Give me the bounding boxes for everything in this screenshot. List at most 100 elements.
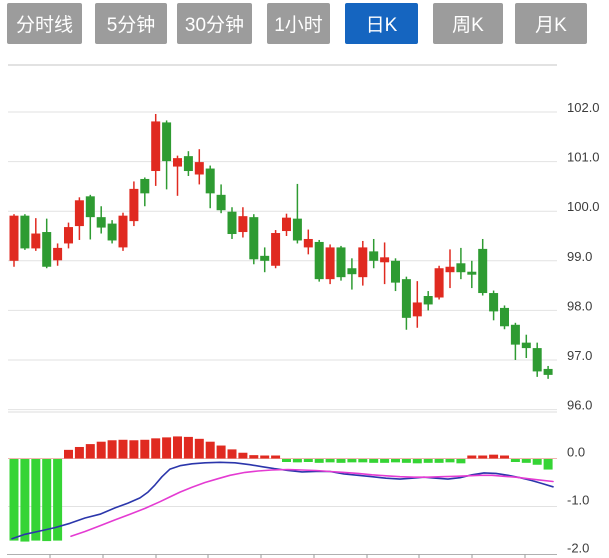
- macd-bar: [489, 454, 499, 459]
- macd-bar: [500, 455, 509, 459]
- indicator-axis-label: -2.0: [567, 541, 589, 556]
- macd-bar: [205, 441, 215, 459]
- candle: [391, 260, 400, 283]
- candle: [53, 247, 63, 261]
- candle: [467, 271, 477, 275]
- dea-line: [70, 468, 554, 538]
- macd-bar: [20, 459, 30, 542]
- macd-bar: [412, 459, 422, 464]
- candle: [151, 121, 161, 172]
- macd-bar: [282, 459, 291, 462]
- price-axis-label: 102.0: [567, 100, 600, 115]
- macd-bar: [74, 446, 84, 459]
- price-axis-label: 100.0: [567, 199, 600, 214]
- candle: [183, 156, 193, 172]
- macd-bar: [336, 459, 346, 463]
- interval-toolbar: 分时线 5分钟 30分钟 1小时 日K 周K 月K: [0, 0, 609, 48]
- candle: [347, 268, 357, 275]
- macd-bar: [543, 459, 553, 470]
- macd-bar: [358, 459, 368, 463]
- macd-bar: [107, 440, 117, 459]
- candle: [227, 211, 237, 235]
- price-axis-label: 101.0: [567, 150, 600, 165]
- candle: [401, 279, 411, 318]
- price-axis-label: 97.0: [567, 348, 592, 363]
- tab-6[interactable]: 月K: [515, 3, 587, 44]
- candle: [271, 233, 281, 266]
- candle: [173, 158, 182, 167]
- candle: [478, 248, 488, 294]
- macd-bar: [238, 452, 248, 459]
- candle: [358, 247, 368, 278]
- tab-0[interactable]: 分时线: [7, 3, 82, 44]
- candle: [9, 215, 19, 261]
- macd-bar: [85, 444, 95, 459]
- candle: [336, 247, 346, 278]
- macd-bar: [96, 441, 106, 459]
- macd-bar: [467, 455, 477, 459]
- macd-bar: [183, 436, 193, 459]
- candle: [369, 251, 379, 261]
- candle: [129, 188, 139, 222]
- candle: [31, 233, 41, 249]
- macd-bar: [292, 459, 302, 463]
- candle: [314, 241, 324, 280]
- price-axis-label: 98.0: [567, 298, 592, 313]
- tab-2[interactable]: 30分钟: [177, 3, 252, 44]
- macd-bar: [129, 440, 139, 459]
- macd-bar: [162, 437, 172, 459]
- candle: [456, 263, 466, 273]
- candle: [434, 268, 444, 298]
- macd-bar: [194, 438, 204, 459]
- candle: [162, 122, 172, 162]
- macd-bar: [31, 459, 41, 541]
- candle: [96, 217, 106, 228]
- candle: [445, 266, 455, 273]
- candle: [107, 223, 117, 241]
- macd-bar: [478, 455, 488, 459]
- macd-bar: [9, 459, 19, 541]
- candle: [412, 302, 422, 317]
- macd-bar: [271, 455, 281, 459]
- macd-bar: [532, 459, 542, 465]
- macd-bar: [369, 459, 379, 463]
- candle: [282, 217, 291, 232]
- macd-bar: [380, 459, 390, 463]
- candle: [543, 368, 553, 375]
- candle: [292, 218, 302, 241]
- candle: [118, 215, 128, 248]
- tab-1[interactable]: 5分钟: [95, 3, 167, 44]
- candle: [423, 296, 433, 305]
- macd-bar: [227, 449, 237, 459]
- tab-active-4[interactable]: 日K: [345, 3, 418, 44]
- macd-bar: [64, 449, 73, 459]
- candle: [194, 162, 204, 175]
- candle: [500, 307, 509, 327]
- price-axis-label: 96.0: [567, 398, 592, 413]
- macd-bar: [53, 459, 63, 541]
- candle: [510, 324, 520, 345]
- candle: [260, 255, 270, 261]
- candle: [205, 168, 215, 194]
- tab-3[interactable]: 1小时: [267, 3, 330, 44]
- candle: [85, 196, 95, 218]
- macd-bar: [510, 459, 520, 462]
- macd-bar: [347, 459, 357, 463]
- indicator-axis-label: -1.0: [567, 493, 589, 508]
- candle: [64, 227, 73, 244]
- macd-bar: [521, 459, 531, 463]
- candle: [489, 293, 499, 312]
- macd-bar: [303, 459, 313, 462]
- macd-bar: [445, 459, 455, 463]
- macd-bar: [314, 459, 324, 463]
- candle: [74, 200, 84, 227]
- tab-5[interactable]: 周K: [433, 3, 503, 44]
- candle: [303, 238, 313, 248]
- candle: [521, 342, 531, 349]
- macd-bar: [151, 438, 161, 459]
- macd-bar: [173, 436, 182, 459]
- candle: [325, 247, 335, 280]
- candle: [42, 232, 52, 267]
- macd-bar: [260, 455, 270, 459]
